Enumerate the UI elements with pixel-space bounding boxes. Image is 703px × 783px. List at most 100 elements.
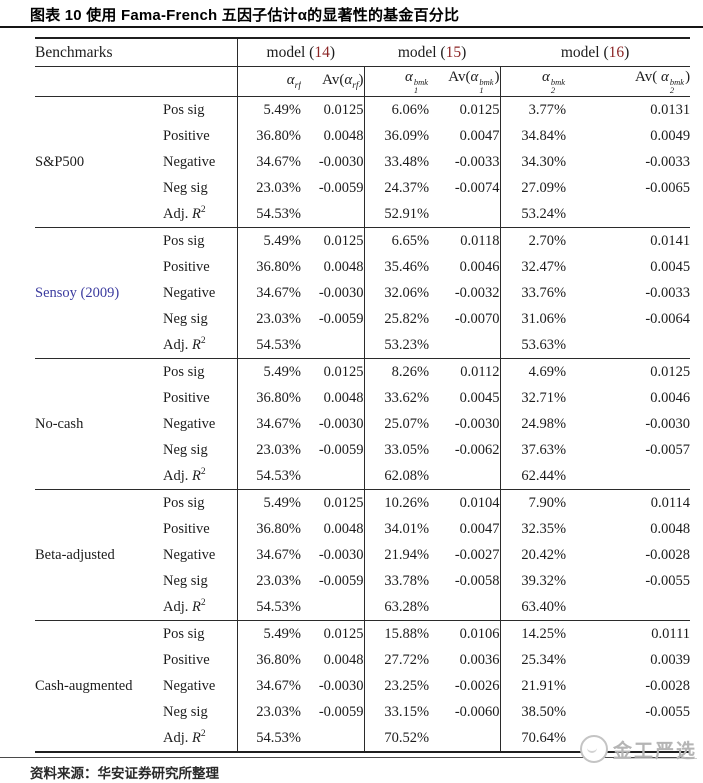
value-cell: 3.77%	[528, 101, 567, 118]
value-cell: -0.0059	[301, 437, 365, 463]
alpha-scripts: bmk 1	[413, 77, 429, 95]
value-cell: 34.67%	[256, 415, 302, 432]
row-label: Negative	[163, 411, 238, 437]
source-label: 资料来源：	[30, 766, 98, 781]
value-cell: 24.37%	[384, 179, 430, 196]
value-cell: -0.0057	[645, 441, 691, 458]
value-cell: 5.49%	[263, 363, 302, 380]
value-cell: 34.67%	[256, 284, 302, 301]
value-cell: 32.71%	[521, 389, 567, 406]
value-cell: -0.0028	[645, 677, 691, 694]
value-cell: 36.80%	[256, 651, 302, 668]
value-cell: -0.0033	[645, 284, 691, 301]
benchmark-label: S&P500	[35, 96, 163, 228]
value-cell: -0.0074	[429, 175, 501, 201]
value-cell: 70.64%	[521, 729, 567, 746]
value-cell: 24.98%	[521, 415, 567, 432]
value-cell: 62.08%	[364, 463, 430, 490]
value-cell: 6.65%	[391, 232, 430, 249]
value-cell: 34.84%	[521, 127, 567, 144]
value-cell	[301, 594, 365, 621]
table-row: Positive 36.80% 0.0048 33.62% 0.0045 32.71% 0.…	[35, 385, 690, 411]
av-alpha-column-header: Av( α bmk 2)	[566, 66, 691, 97]
value-cell: 0.0125	[429, 96, 501, 123]
value-cell: 0.0048	[301, 254, 365, 280]
value-cell: 33.05%	[384, 441, 430, 458]
alpha-column-header: α bmk 2	[500, 66, 567, 97]
value-cell	[301, 201, 365, 228]
value-cell	[301, 332, 365, 359]
row-label: Adj. R2	[163, 725, 238, 752]
value-cell: 39.32%	[521, 572, 567, 589]
brand-watermark-text: 金工严选	[612, 740, 697, 762]
benchmark-label: Beta-adjusted	[35, 489, 163, 621]
row-label: Neg sig	[163, 175, 238, 201]
value-cell: 23.03%	[256, 441, 302, 458]
value-cell: 31.06%	[521, 310, 567, 327]
row-label: Adj. R2	[163, 201, 238, 228]
value-cell: 70.52%	[384, 729, 430, 746]
row-label: Negative	[163, 149, 238, 175]
model-label-close: )	[329, 43, 335, 61]
value-cell: -0.0059	[301, 306, 365, 332]
value-cell: 35.46%	[384, 258, 430, 275]
value-cell: 5.49%	[263, 232, 302, 249]
footer-divider	[0, 757, 690, 758]
value-cell	[566, 594, 691, 621]
av-alpha-column-header: Av(αrf)	[301, 66, 365, 97]
value-cell: 23.03%	[256, 703, 302, 720]
value-cell: 54.53%	[237, 332, 302, 359]
table-row: Sensoy (2009) Pos sig 5.49% 0.0125 6.65% 0.01…	[35, 227, 690, 359]
value-cell: 0.0131	[650, 101, 691, 118]
table-row: Negative 34.67% -0.0030 32.06% -0.0032 33.76%…	[35, 280, 690, 306]
value-cell: 54.53%	[237, 201, 302, 228]
row-label: Adj. R2	[163, 594, 238, 621]
value-cell: 15.88%	[384, 625, 430, 642]
row-label: Negative	[163, 673, 238, 699]
value-cell: 21.91%	[521, 677, 567, 694]
value-cell: 14.25%	[521, 625, 567, 642]
source-text: 华安证券研究所整理	[97, 766, 220, 781]
value-cell: 36.09%	[384, 127, 430, 144]
model-15-header: model (15)	[364, 38, 501, 67]
row-label: Neg sig	[163, 699, 238, 725]
alpha-column-header: αrf	[237, 66, 302, 97]
row-label: Neg sig	[163, 568, 238, 594]
alpha-symbol: α	[344, 72, 353, 88]
alpha-column-header: α bmk 1	[364, 66, 430, 97]
value-cell: 0.0125	[301, 358, 365, 385]
value-cell: 0.0114	[650, 494, 691, 511]
value-cell: 0.0047	[429, 123, 501, 149]
value-cell: 0.0125	[301, 489, 365, 516]
benchmark-label: Sensoy (2009)	[35, 227, 163, 359]
value-cell	[429, 332, 501, 359]
value-cell: 53.63%	[500, 332, 567, 359]
value-cell: 5.49%	[263, 101, 302, 118]
value-cell: -0.0028	[645, 546, 691, 563]
value-cell: 27.09%	[521, 179, 567, 196]
value-cell: 53.23%	[364, 332, 430, 359]
value-cell: -0.0065	[645, 179, 691, 196]
value-cell: 63.28%	[364, 594, 430, 621]
benchmark-label: No-cash	[35, 358, 163, 490]
value-cell: 5.49%	[263, 494, 302, 511]
value-cell: -0.0064	[645, 310, 691, 327]
value-cell	[566, 201, 691, 228]
value-cell: 34.30%	[521, 153, 567, 170]
row-label: Adj. R2	[163, 332, 238, 359]
row-label: Positive	[163, 123, 238, 149]
value-cell: -0.0055	[645, 572, 691, 589]
value-cell: 33.78%	[384, 572, 430, 589]
table-row: Adj. R2 54.53% 62.08% 62.44%	[35, 463, 691, 490]
value-cell: 32.06%	[384, 284, 430, 301]
value-cell: 0.0049	[650, 127, 691, 144]
model-number: 14	[314, 43, 330, 61]
value-cell: 33.48%	[384, 153, 430, 170]
value-cell: -0.0059	[301, 568, 365, 594]
row-label: Adj. R2	[163, 463, 238, 490]
value-cell: 33.76%	[521, 284, 567, 301]
value-cell: -0.0030	[301, 673, 365, 699]
value-cell: 23.25%	[384, 677, 430, 694]
table-row: Negative 34.67% -0.0030 33.48% -0.0033 34.30%…	[35, 149, 690, 175]
value-cell: -0.0059	[301, 175, 365, 201]
